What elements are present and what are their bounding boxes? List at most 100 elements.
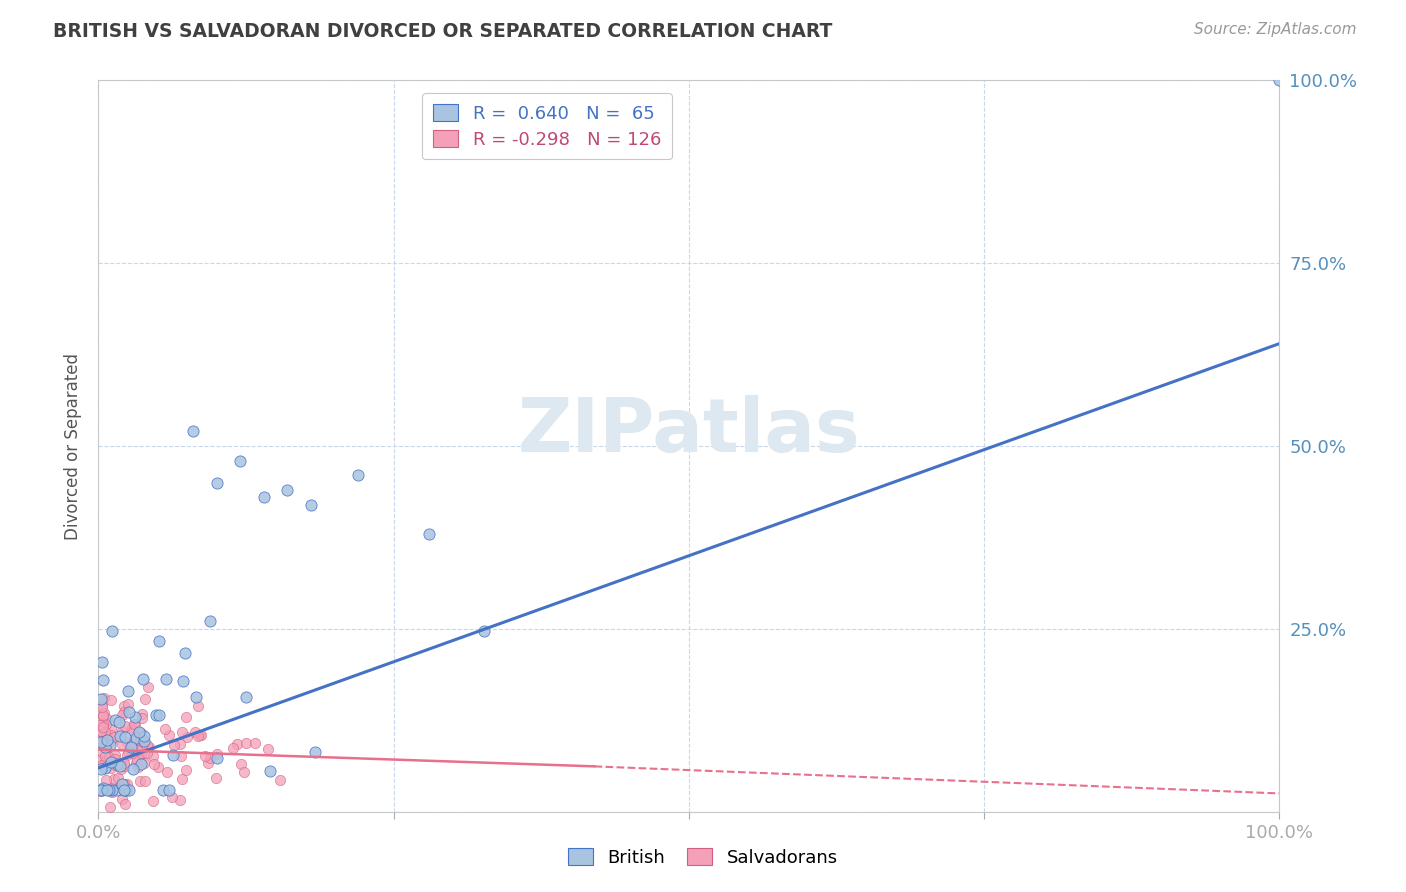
Point xyxy=(90,734,112,748)
Point xyxy=(299,498,322,512)
Point xyxy=(100,755,122,769)
Point xyxy=(117,683,139,698)
Point xyxy=(134,756,156,771)
Point xyxy=(121,746,143,760)
Point xyxy=(108,729,131,743)
Point xyxy=(89,784,111,798)
Point xyxy=(115,777,138,791)
Point xyxy=(98,782,121,797)
Point xyxy=(91,757,114,772)
Point xyxy=(111,777,134,791)
Point xyxy=(183,724,205,739)
Point xyxy=(155,673,177,687)
Point xyxy=(107,780,129,794)
Point xyxy=(114,730,136,744)
Point xyxy=(148,707,170,722)
Point xyxy=(132,747,155,761)
Point xyxy=(204,771,226,785)
Point xyxy=(91,717,114,731)
Point xyxy=(269,772,291,787)
Point xyxy=(118,782,141,797)
Point xyxy=(93,706,115,720)
Point xyxy=(172,673,194,688)
Point xyxy=(131,706,153,721)
Point xyxy=(125,743,148,757)
Point xyxy=(304,745,326,759)
Point xyxy=(90,782,112,797)
Point xyxy=(129,747,152,761)
Point xyxy=(205,475,228,490)
Point xyxy=(132,673,155,687)
Point xyxy=(90,762,112,776)
Point xyxy=(115,735,138,749)
Point xyxy=(131,740,153,755)
Point xyxy=(174,764,197,778)
Point xyxy=(101,782,124,797)
Point xyxy=(127,759,149,773)
Point xyxy=(93,691,115,706)
Point xyxy=(98,739,121,753)
Point xyxy=(108,715,131,730)
Point xyxy=(107,772,129,786)
Point xyxy=(170,724,193,739)
Point xyxy=(143,756,166,771)
Point xyxy=(94,772,117,787)
Point xyxy=(162,789,184,804)
Point xyxy=(205,747,228,762)
Point xyxy=(145,708,167,723)
Point xyxy=(128,725,150,739)
Point xyxy=(121,740,143,755)
Point xyxy=(124,717,146,731)
Point xyxy=(118,706,141,720)
Legend: R =  0.640   N =  65, R = -0.298   N = 126: R = 0.640 N = 65, R = -0.298 N = 126 xyxy=(422,93,672,160)
Point xyxy=(91,720,114,734)
Point xyxy=(100,728,122,742)
Point xyxy=(89,718,111,732)
Point xyxy=(122,741,145,756)
Point xyxy=(90,692,112,706)
Point xyxy=(198,751,221,765)
Point xyxy=(96,712,118,726)
Point xyxy=(94,761,117,775)
Point xyxy=(94,724,117,739)
Point xyxy=(187,729,209,743)
Point xyxy=(117,745,139,759)
Point xyxy=(226,737,249,751)
Point xyxy=(125,752,148,766)
Point xyxy=(103,772,125,786)
Point xyxy=(107,756,129,771)
Point xyxy=(90,724,112,739)
Text: BRITISH VS SALVADORAN DIVORCED OR SEPARATED CORRELATION CHART: BRITISH VS SALVADORAN DIVORCED OR SEPARA… xyxy=(53,22,832,41)
Point xyxy=(121,734,143,748)
Point xyxy=(131,711,153,725)
Point xyxy=(93,709,115,723)
Point xyxy=(117,748,139,763)
Point xyxy=(188,727,211,741)
Point xyxy=(194,748,217,763)
Point xyxy=(104,751,127,765)
Point xyxy=(100,780,122,795)
Point xyxy=(112,777,135,791)
Point xyxy=(104,748,127,763)
Point xyxy=(112,698,135,713)
Point xyxy=(197,756,219,771)
Point xyxy=(100,761,122,775)
Point xyxy=(136,680,159,694)
Point xyxy=(108,759,131,773)
Point xyxy=(125,756,148,770)
Point xyxy=(138,740,160,755)
Point xyxy=(129,726,152,740)
Point xyxy=(169,738,191,752)
Point xyxy=(156,765,179,780)
Point xyxy=(155,722,177,736)
Point xyxy=(96,731,118,745)
Point xyxy=(112,705,135,719)
Point xyxy=(198,614,221,628)
Point xyxy=(418,526,440,541)
Point xyxy=(104,758,127,772)
Point xyxy=(472,624,495,638)
Point xyxy=(129,731,152,746)
Point xyxy=(100,723,122,737)
Point xyxy=(89,752,111,766)
Point xyxy=(104,755,127,769)
